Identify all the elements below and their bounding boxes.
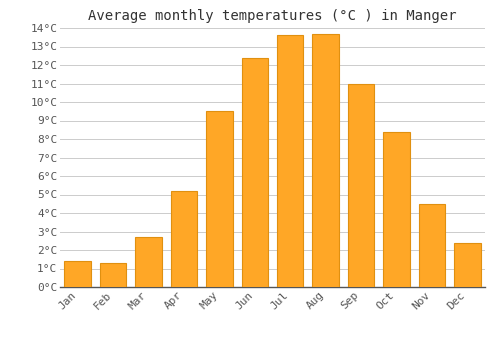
Bar	[348, 84, 374, 287]
Bar	[64, 261, 91, 287]
Title: Average monthly temperatures (°C ) in Manger: Average monthly temperatures (°C ) in Ma…	[88, 9, 457, 23]
Bar	[312, 34, 339, 287]
Bar	[383, 132, 409, 287]
Bar	[170, 191, 197, 287]
Bar	[136, 237, 162, 287]
Bar	[206, 111, 233, 287]
Bar	[454, 243, 480, 287]
Bar	[418, 204, 445, 287]
Bar	[242, 58, 268, 287]
Bar	[277, 35, 303, 287]
Bar	[100, 263, 126, 287]
